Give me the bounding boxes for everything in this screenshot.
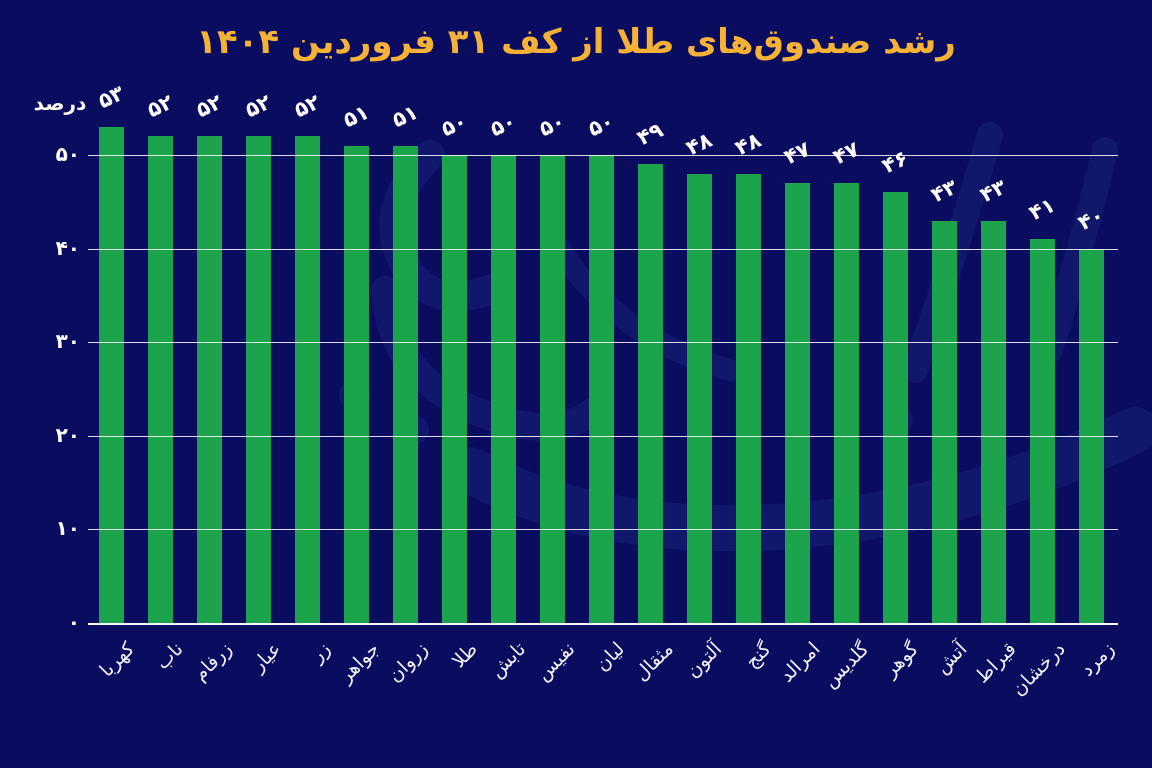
gridline-20	[88, 435, 1118, 437]
x-axis-category-label: زرفام	[189, 638, 237, 686]
bar-value-label: ۴۸	[731, 127, 765, 160]
bar	[686, 173, 712, 623]
bar	[539, 155, 565, 623]
bar-value-label: ۴۷	[780, 136, 814, 170]
x-axis-category-label: گوهر	[879, 638, 923, 682]
bar-value-label: ۴۳	[927, 174, 961, 207]
bar-value-label: ۵۰	[486, 108, 520, 142]
x-axis-category-label: آتش	[931, 638, 972, 679]
bar-value-label: ۵۲	[143, 90, 177, 123]
y-axis-tick-label: ۴۰	[55, 235, 80, 260]
x-axis-category-label: عیار	[247, 638, 286, 677]
x-axis-category-label: ناب	[151, 638, 188, 675]
bar	[735, 173, 761, 623]
chart-title: رشد صندوق‌های طلا از کف ۳۱ فروردین ۱۴۰۴	[196, 22, 956, 62]
bar	[1078, 248, 1104, 623]
bar-value-label: ۵۲	[290, 90, 324, 123]
bar	[931, 220, 957, 623]
bar-value-label: ۵۳	[94, 80, 128, 114]
bar-value-label: ۵۱	[339, 99, 373, 132]
gridline-10	[88, 529, 1118, 531]
gridline-50	[88, 155, 1118, 156]
bar	[980, 220, 1006, 623]
x-axis-category-label: مثقال	[630, 638, 678, 686]
bar-value-label: ۴۹	[633, 118, 667, 151]
bar	[784, 183, 810, 623]
bar	[637, 164, 663, 623]
bar-value-label: ۵۰	[584, 108, 618, 142]
bar-value-label: ۴۰	[1074, 202, 1108, 235]
x-axis-category-label: گلدیس	[819, 638, 874, 693]
bar	[147, 136, 173, 623]
bar-value-label: ۴۱	[1025, 192, 1059, 226]
bar	[1029, 239, 1055, 623]
bar-value-label: ۵۰	[437, 108, 471, 142]
gridline-40	[88, 248, 1118, 250]
y-axis-unit-label: درصد	[33, 91, 87, 115]
bar	[882, 192, 908, 623]
x-axis-category-label: زروان	[383, 638, 433, 687]
bar-value-label: ۵۱	[388, 99, 422, 132]
bar	[441, 155, 467, 623]
bar-value-label: ۴۳	[976, 174, 1010, 207]
bar	[392, 145, 418, 623]
y-axis-tick-label: ۱۰	[55, 516, 80, 541]
x-axis-category-label: لیان	[590, 638, 629, 676]
bar-value-label: ۵۰	[535, 108, 569, 142]
x-axis-category-label: گنج	[740, 638, 776, 673]
gridline-30	[88, 342, 1118, 344]
bar	[98, 126, 124, 623]
bar-value-label: ۴۶	[878, 146, 912, 179]
bar	[490, 155, 516, 623]
x-axis-category-label: طلا	[447, 638, 482, 673]
x-axis-category-label: آلتون	[682, 638, 727, 683]
bar	[245, 136, 271, 623]
x-axis-category-label: تابش	[486, 638, 531, 683]
y-axis-tick-label: ۰	[67, 610, 80, 634]
y-axis-tick-label: ۳۰	[55, 329, 80, 354]
y-axis-tick-label: ۲۰	[55, 422, 80, 447]
x-axis-baseline	[88, 623, 1118, 625]
y-axis-tick-label: ۵۰	[55, 142, 80, 166]
bar	[833, 183, 859, 623]
x-axis-category-label: زمرد	[1075, 638, 1119, 681]
bar	[294, 136, 320, 623]
bar	[343, 145, 369, 623]
bar-value-label: ۵۲	[192, 90, 226, 123]
bar-value-label: ۴۸	[682, 127, 716, 160]
x-axis-category-label: زر	[306, 638, 335, 667]
bar	[588, 155, 614, 623]
x-axis-category-label: امرالد	[775, 638, 825, 687]
x-axis-category-label: درخشان	[1007, 638, 1070, 701]
x-axis-category-label: کهربا	[95, 638, 139, 682]
bar	[196, 136, 222, 623]
x-axis-category-label: جواهر	[334, 638, 384, 688]
x-axis-category-label: نفیس	[532, 638, 580, 686]
bar-value-label: ۴۷	[829, 136, 863, 170]
bar-value-label: ۵۲	[241, 90, 275, 123]
